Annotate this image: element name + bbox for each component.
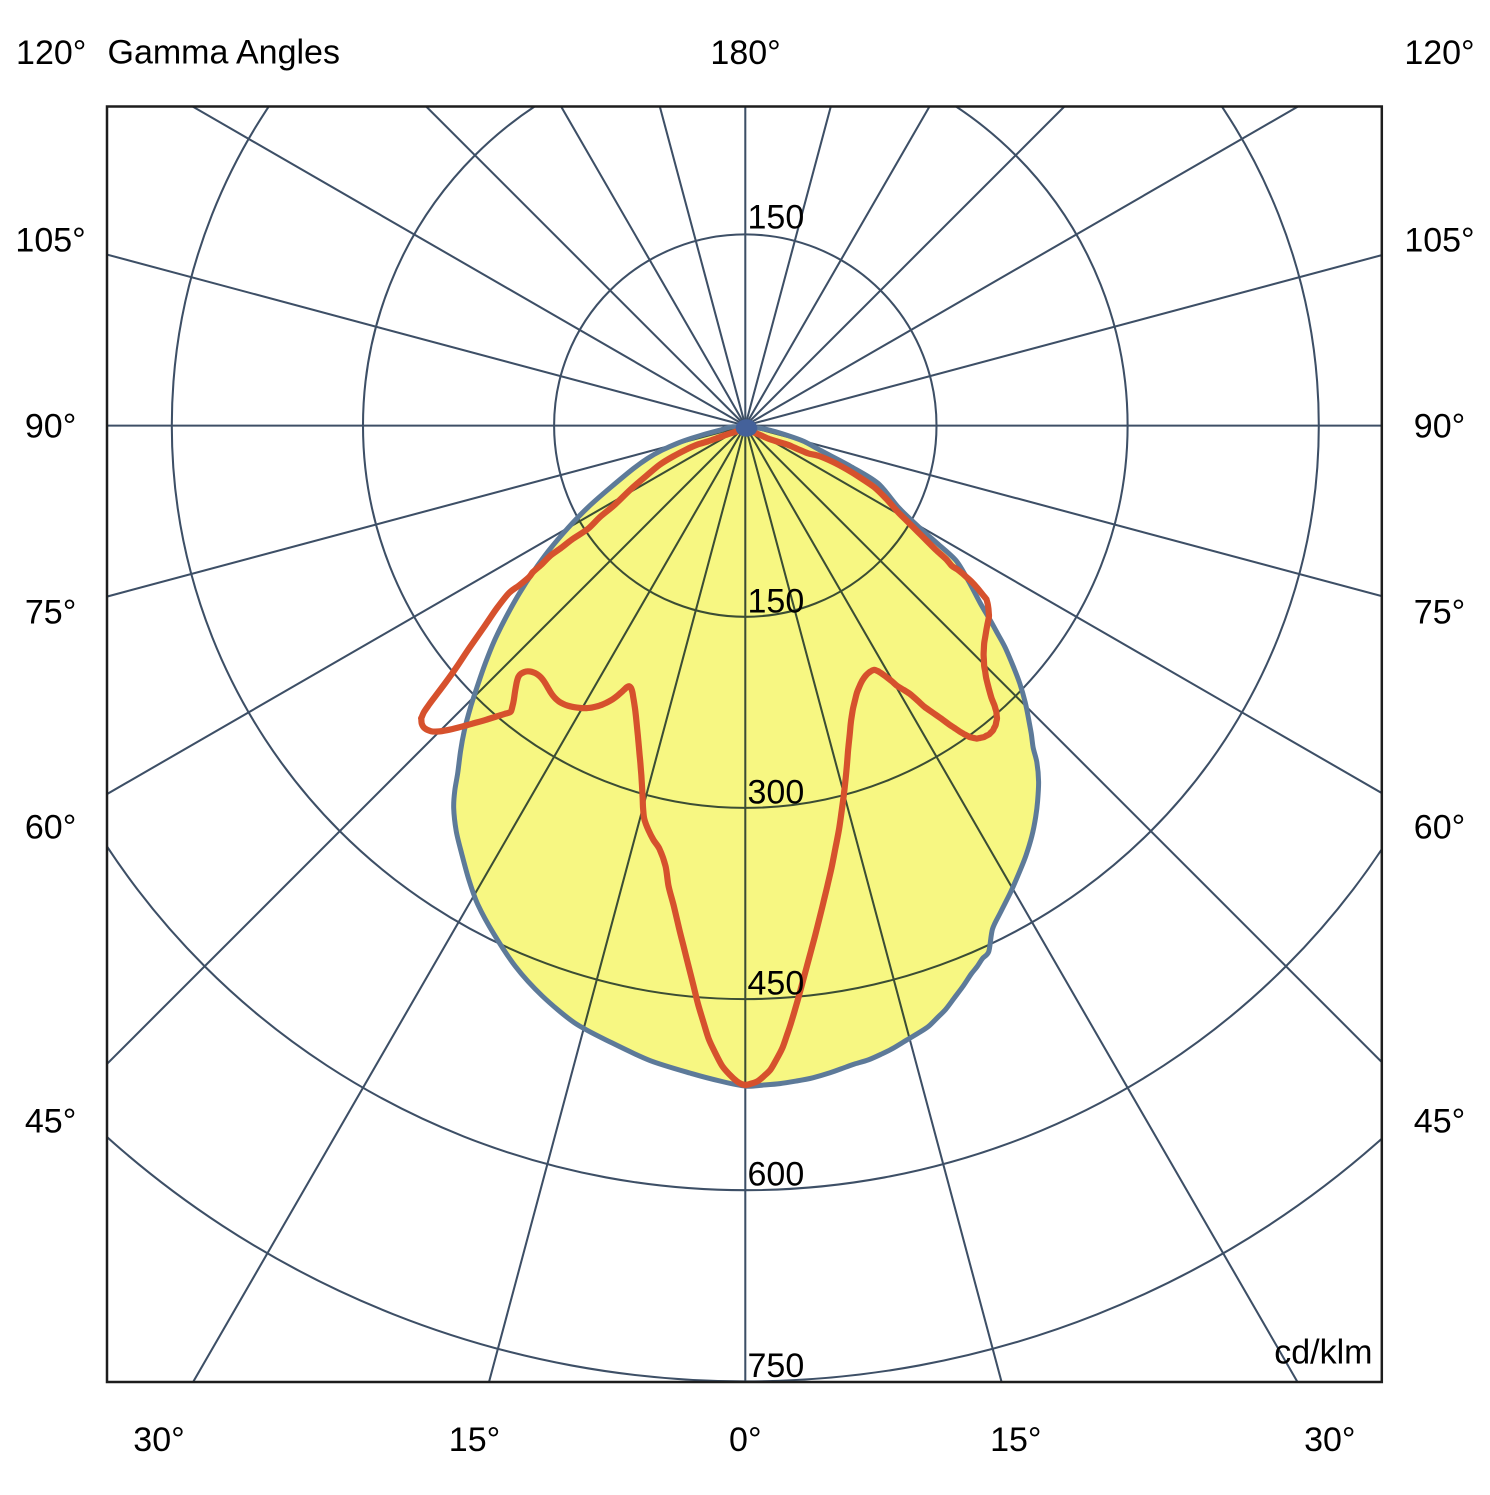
svg-text:180°: 180°	[710, 34, 780, 72]
svg-text:30°: 30°	[133, 1421, 184, 1459]
svg-text:75°: 75°	[1414, 594, 1465, 632]
svg-text:90°: 90°	[25, 408, 76, 446]
svg-text:0°: 0°	[729, 1421, 762, 1459]
svg-text:cd/klm: cd/klm	[1274, 1334, 1372, 1372]
svg-text:600: 600	[748, 1156, 805, 1194]
svg-text:120°: 120°	[1404, 34, 1474, 72]
svg-text:Gamma Angles: Gamma Angles	[108, 34, 340, 72]
svg-text:30°: 30°	[1304, 1421, 1355, 1459]
svg-text:300: 300	[748, 773, 805, 811]
svg-text:150: 150	[748, 582, 805, 620]
svg-text:105°: 105°	[15, 221, 85, 259]
svg-text:150: 150	[748, 199, 805, 237]
svg-text:105°: 105°	[1404, 221, 1474, 259]
svg-text:90°: 90°	[1414, 408, 1465, 446]
svg-text:60°: 60°	[1414, 809, 1465, 847]
svg-text:15°: 15°	[449, 1421, 500, 1459]
svg-text:75°: 75°	[25, 594, 76, 632]
svg-text:750: 750	[748, 1347, 805, 1385]
svg-text:45°: 45°	[1414, 1103, 1465, 1141]
svg-text:45°: 45°	[25, 1103, 76, 1141]
svg-text:15°: 15°	[990, 1421, 1041, 1459]
svg-text:120°: 120°	[16, 34, 86, 72]
svg-text:60°: 60°	[25, 809, 76, 847]
svg-text:450: 450	[748, 965, 805, 1003]
